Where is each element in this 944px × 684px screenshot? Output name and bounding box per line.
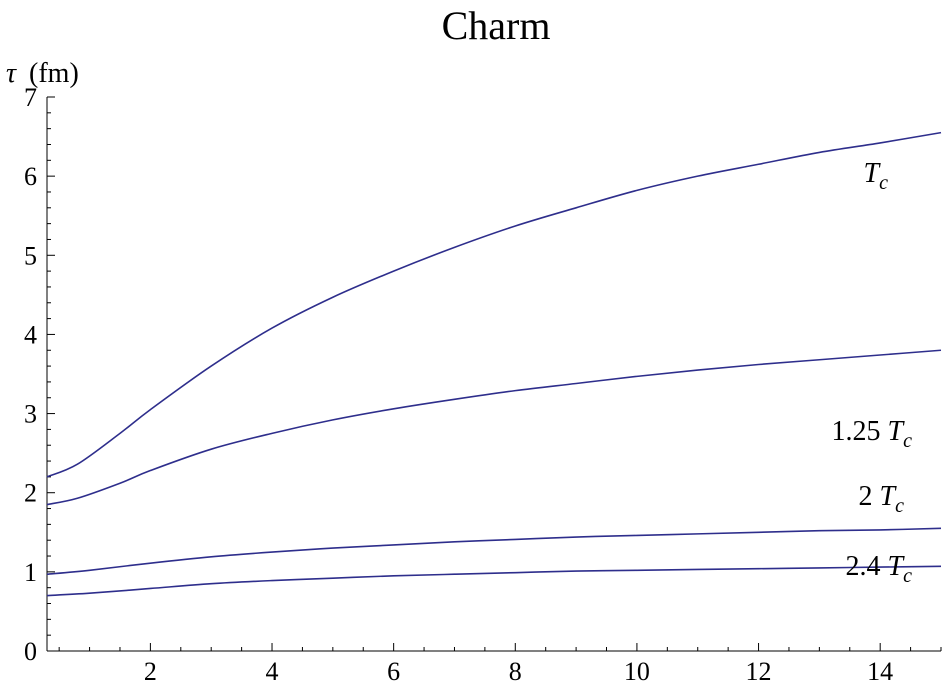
series-label-symbol: T bbox=[864, 158, 882, 189]
series-label-subscript: c bbox=[879, 172, 888, 194]
series-group bbox=[46, 131, 942, 597]
x-tick-label: 2 bbox=[144, 657, 157, 684]
series-label: 2.4 Tc bbox=[846, 551, 913, 587]
series-label-prefix: 2.4 bbox=[846, 551, 888, 582]
chart-title: Charm bbox=[442, 3, 551, 48]
series-label-prefix: 1.25 bbox=[832, 416, 888, 447]
axes bbox=[46, 97, 941, 652]
x-tick-label: 6 bbox=[387, 657, 400, 684]
series-label-symbol: T bbox=[880, 481, 898, 512]
x-tick-label: 4 bbox=[266, 657, 279, 684]
y-axis-label: τ (fm) bbox=[6, 58, 79, 89]
series-label: 2 Tc bbox=[859, 481, 905, 517]
series-line bbox=[46, 131, 942, 478]
series-label-subscript: c bbox=[903, 430, 912, 452]
y-tick-label: 2 bbox=[24, 479, 37, 508]
series-label-subscript: c bbox=[903, 565, 912, 587]
x-tick-label: 8 bbox=[509, 657, 522, 684]
y-tick-label: 5 bbox=[24, 241, 37, 270]
series-line bbox=[46, 565, 942, 597]
y-tick-label: 7 bbox=[24, 83, 37, 112]
y-tick-label: 6 bbox=[24, 162, 37, 191]
y-axis-label-symbol: τ bbox=[6, 58, 17, 89]
y-tick-label: 3 bbox=[24, 400, 37, 429]
series-labels: Tc1.25 Tc2 Tc2.4 Tc bbox=[832, 158, 913, 587]
y-tick-label: 1 bbox=[24, 558, 37, 587]
y-tick-label: 0 bbox=[24, 637, 37, 666]
series-line bbox=[46, 527, 942, 576]
series-label: Tc bbox=[864, 158, 889, 194]
series-label-subscript: c bbox=[895, 495, 904, 517]
series-label-prefix: 2 bbox=[859, 481, 880, 512]
series-line bbox=[46, 349, 942, 506]
x-tick-label: 12 bbox=[746, 657, 772, 684]
y-tick-label: 4 bbox=[24, 320, 37, 349]
y-axis-label-unit: (fm) bbox=[29, 58, 79, 89]
series-label-symbol: T bbox=[888, 416, 906, 447]
x-tick-label: 14 bbox=[867, 657, 893, 684]
x-tick-label: 10 bbox=[624, 657, 650, 684]
series-label: 1.25 Tc bbox=[832, 416, 913, 452]
series-label-symbol: T bbox=[888, 551, 906, 582]
